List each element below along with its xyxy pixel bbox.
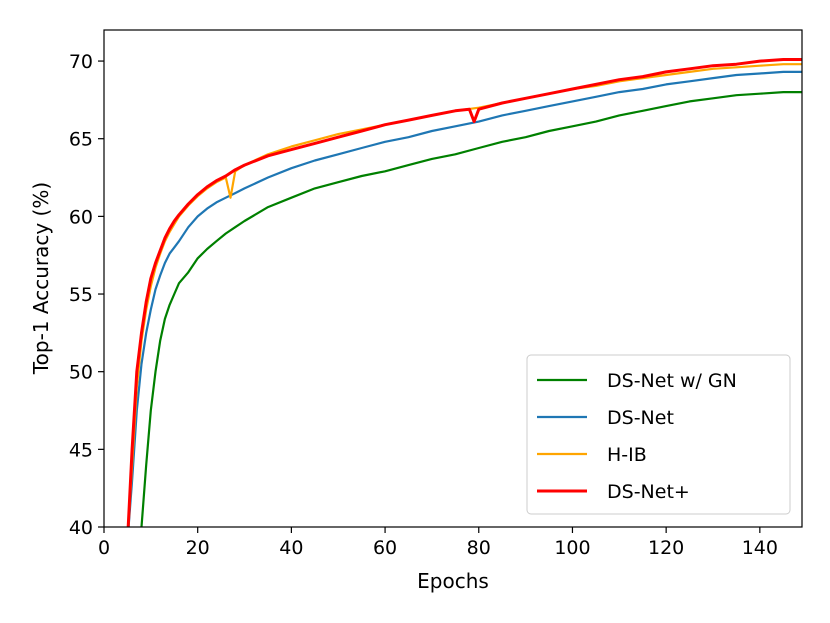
x-tick-label: 80	[467, 537, 491, 559]
x-tick-label: 20	[186, 537, 210, 559]
x-tick-label: 140	[742, 537, 778, 559]
x-axis-label: Epochs	[417, 569, 489, 593]
legend-label: DS-Net	[607, 407, 674, 429]
legend: DS-Net w/ GN DS-Net H-IB DS-Net+	[526, 354, 791, 515]
x-axis-ticks: 0 20 40 60 80 100 120 140	[98, 527, 778, 559]
legend-label: DS-Net+	[607, 481, 690, 503]
y-tick-label: 55	[69, 284, 93, 306]
series-line	[140, 91, 802, 527]
x-tick-label: 60	[373, 537, 397, 559]
plot-frame	[103, 29, 803, 528]
legend-label: H-IB	[607, 444, 647, 466]
legend-box	[526, 354, 791, 515]
x-tick-label: 0	[98, 537, 110, 559]
y-axis-ticks: 40 45 50 55 60 65 70	[69, 51, 104, 539]
series-line	[126, 58, 802, 527]
y-tick-label: 60	[69, 206, 93, 228]
x-tick-label: 40	[279, 537, 303, 559]
y-tick-label: 40	[69, 517, 93, 539]
series-line	[127, 70, 802, 527]
y-axis-label: Top-1 Accuracy (%)	[29, 182, 53, 375]
x-tick-label: 120	[648, 537, 684, 559]
x-tick-label: 100	[554, 537, 590, 559]
y-tick-label: 50	[69, 362, 93, 384]
legend-label: DS-Net w/ GN	[607, 370, 737, 392]
series-layer	[126, 58, 802, 527]
y-tick-label: 70	[69, 51, 93, 73]
y-tick-label: 45	[69, 439, 93, 461]
y-tick-label: 65	[69, 129, 93, 151]
